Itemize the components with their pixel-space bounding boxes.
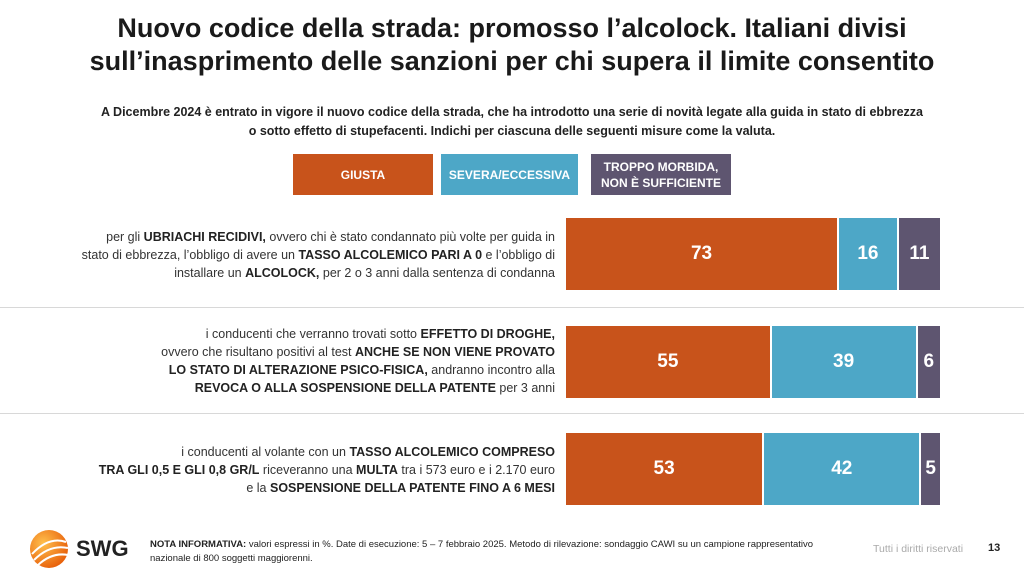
plain-text: andranno incontro alla xyxy=(427,363,555,377)
data-label: 6 xyxy=(923,351,935,372)
question-text: A Dicembre 2024 è entrato in vigore il n… xyxy=(60,103,964,141)
bar-segment-morbida: 11 xyxy=(898,218,940,290)
legend-item: TROPPO MORBIDA, NON È SUFFICIENTE xyxy=(591,154,731,195)
row-label-line: TRA GLI 0,5 E GLI 0,8 GR/L riceveranno u… xyxy=(40,461,555,479)
row-label-line: e la SOSPENSIONE DELLA PATENTE FINO A 6 … xyxy=(40,479,555,497)
data-label: 11 xyxy=(909,243,930,264)
emphasis-text: UBRIACHI RECIDIVI, xyxy=(143,230,266,244)
row-label: i conducenti che verranno trovati sotto … xyxy=(40,325,555,397)
emphasis-text: ALCOLOCK, xyxy=(245,266,320,280)
rights-text: Tutti i diritti riservati xyxy=(873,543,964,555)
swg-logo: SWG xyxy=(28,528,129,570)
plain-text: tra i 573 euro e i 2.170 euro xyxy=(397,463,555,477)
row-label-line: stato di ebbrezza, l’obbligo di avere un… xyxy=(40,246,555,264)
bar-segment-severa: 39 xyxy=(771,326,918,398)
methodology-note: NOTA INFORMATIVA: valori espressi in %. … xyxy=(150,538,830,566)
emphasis-text: TRA GLI 0,5 E GLI 0,8 GR/L xyxy=(98,463,260,477)
emphasis-text: LO STATO DI ALTERAZIONE PSICO-FISICA, xyxy=(168,363,428,377)
subtitle-line: A Dicembre 2024 è entrato in vigore il n… xyxy=(101,105,923,119)
subtitle-line: o sotto effetto di stupefacenti. Indichi… xyxy=(248,124,776,138)
row-label: per gli UBRIACHI RECIDIVI, ovvero chi è … xyxy=(40,228,555,282)
data-label: 55 xyxy=(657,351,679,372)
plain-text: i conducenti che verranno trovati sotto xyxy=(205,327,421,341)
plain-text: per gli xyxy=(106,230,144,244)
plain-text: installare un xyxy=(174,266,246,280)
row-label-line: per gli UBRIACHI RECIDIVI, ovvero chi è … xyxy=(40,228,555,246)
data-label: 53 xyxy=(653,458,675,479)
row-divider xyxy=(0,307,1024,308)
row-label-line: installare un ALCOLOCK, per 2 o 3 anni d… xyxy=(40,264,555,282)
plain-text: per 2 o 3 anni dalla sentenza di condann… xyxy=(319,266,555,280)
data-label: 39 xyxy=(833,351,855,372)
row-label-line: ovvero che risultano positivi al test AN… xyxy=(40,343,555,361)
row-label: i conducenti al volante con un TASSO ALC… xyxy=(40,443,555,497)
emphasis-text: SOSPENSIONE DELLA PATENTE FINO A 6 MESI xyxy=(270,481,555,495)
plain-text: e l’obbligo di xyxy=(482,248,556,262)
bar-segment-giusta: 55 xyxy=(566,326,772,398)
bar-segment-giusta: 73 xyxy=(566,218,840,290)
stacked-bar: 55 39 6 xyxy=(566,326,940,398)
legend-item: SEVERA/ECCESSIVA xyxy=(441,154,578,195)
emphasis-text: TASSO ALCOLEMICO COMPRESO xyxy=(349,445,555,459)
emphasis-text: EFFETTO DI DROGHE, xyxy=(420,327,556,341)
row-label-line: REVOCA O ALLA SOSPENSIONE DELLA PATENTE … xyxy=(40,379,555,397)
swg-globe-icon xyxy=(30,530,69,568)
bar-segment-giusta: 53 xyxy=(566,433,765,505)
row-label-line: LO STATO DI ALTERAZIONE PSICO-FISICA, an… xyxy=(40,361,555,379)
plain-text: i conducenti al volante con un xyxy=(181,445,350,459)
plain-text: stato di ebbrezza, l’obbligo di avere un xyxy=(81,248,299,262)
emphasis-text: MULTA xyxy=(356,463,398,477)
plain-text: riceveranno una xyxy=(259,463,357,477)
bar-segment-severa: 16 xyxy=(839,218,899,290)
data-label: 5 xyxy=(925,458,936,479)
stacked-bar: 53 42 5 xyxy=(566,433,940,505)
title-line: Nuovo codice della strada: promosso l’al… xyxy=(117,13,907,43)
bar-segment-morbida: 5 xyxy=(921,433,940,505)
title-line: sull’inasprimento delle sanzioni per chi… xyxy=(89,46,935,76)
note-text: valori espressi in %. Date di esecuzione… xyxy=(150,539,814,564)
row-label-line: i conducenti che verranno trovati sotto … xyxy=(40,325,555,343)
legend-item: GIUSTA xyxy=(293,154,433,195)
bar-segment-severa: 42 xyxy=(764,433,922,505)
plain-text: per 3 anni xyxy=(495,381,555,395)
data-label: 16 xyxy=(857,243,879,264)
row-label-line: i conducenti al volante con un TASSO ALC… xyxy=(40,443,555,461)
emphasis-text: TASSO ALCOLEMICO PARI A 0 xyxy=(298,248,483,262)
emphasis-text: ANCHE SE NON VIENE PROVATO xyxy=(354,345,555,359)
slide-title: Nuovo codice della strada: promosso l’al… xyxy=(0,12,1024,78)
plain-text: ovvero chi è stato condannato più volte … xyxy=(265,230,555,244)
page-number: 13 xyxy=(988,542,1001,554)
data-label: 73 xyxy=(690,243,713,264)
row-divider xyxy=(0,413,1024,414)
plain-text: ovvero che risultano positivi al test xyxy=(161,345,355,359)
note-label: NOTA INFORMATIVA: xyxy=(150,539,247,550)
plain-text: e la xyxy=(246,481,270,495)
stacked-bar: 73 16 11 xyxy=(566,218,940,290)
emphasis-text: REVOCA O ALLA SOSPENSIONE DELLA PATENTE xyxy=(194,381,496,395)
logo-text: SWG xyxy=(76,536,129,561)
data-label: 42 xyxy=(831,458,853,479)
bar-segment-morbida: 6 xyxy=(917,326,940,398)
